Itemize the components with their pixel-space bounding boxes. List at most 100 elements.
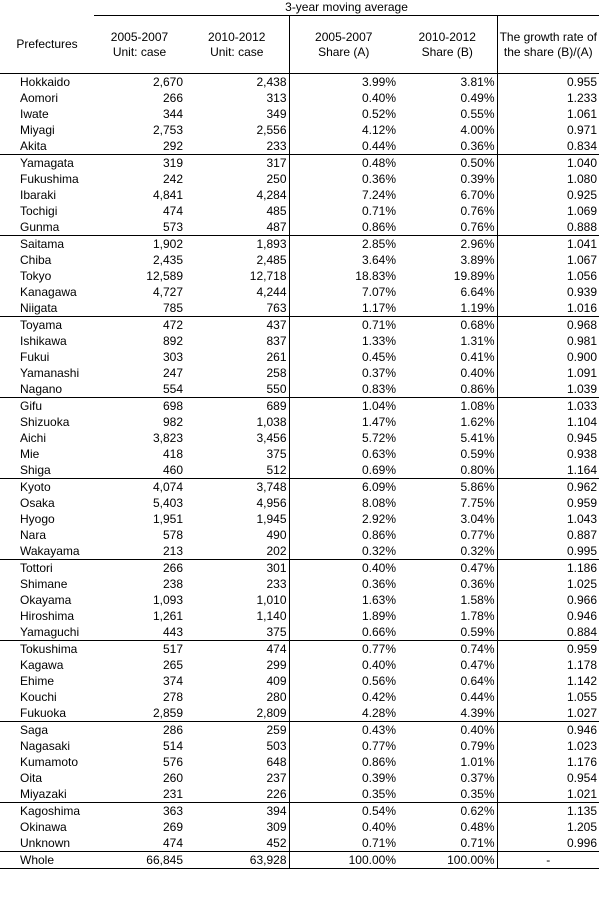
prefecture-name-cell: Wakayama <box>20 544 80 558</box>
cases-2010-2012-cell: 313 <box>185 90 290 106</box>
growth-rate-cell: 0.888 <box>566 220 598 234</box>
growth-rate-cell: 1.142 <box>566 674 598 688</box>
cases-2010-2012-cell: 3,748 <box>185 478 290 495</box>
share-b-cell: 0.47% <box>398 559 498 576</box>
cases-2010-2012-cell: 375 <box>185 624 290 641</box>
cases-2010-2012-cell: 1,010 <box>185 592 290 608</box>
table-row: Miyazaki 231 226 0.35% 0.35% 1.021 <box>0 786 599 803</box>
share-b-cell: 0.40% <box>398 721 498 738</box>
header-row-group: 3-year moving average <box>0 0 599 16</box>
share-a-cell: 6.09% <box>289 478 398 495</box>
growth-rate-column-header: The growth rate of the share (B)/(A) <box>499 29 597 59</box>
share-b-cell: 0.62% <box>398 802 498 819</box>
growth-rate-cell: 1.043 <box>566 512 598 526</box>
prefecture-name-cell: Shimane <box>20 577 68 591</box>
cases-2005-2007-cell: 265 <box>162 658 183 672</box>
cases-2005-2007-cell: 213 <box>162 544 183 558</box>
growth-rate-cell: 0.939 <box>566 285 598 299</box>
share-b-cell: 0.77% <box>398 527 498 543</box>
share-a-cell: 0.71% <box>361 204 396 218</box>
table-row: Oita 260 237 0.39% 0.37% 0.954 <box>0 770 599 786</box>
share-a-cell: 0.40% <box>361 658 396 672</box>
cases-2005-2007-cell: 443 <box>162 625 183 639</box>
cases-2010-2012-cell: 490 <box>185 527 290 543</box>
growth-rate-cell: 0.954 <box>566 771 598 785</box>
share-b-cell: 2.96% <box>398 235 498 252</box>
table-row: Kagoshima 363 394 0.54% 0.62% 1.135 <box>0 802 599 819</box>
share-b-cell: 6.70% <box>398 187 498 203</box>
table-row: Saga 286 259 0.43% 0.40% 0.946 <box>0 721 599 738</box>
cases-2010-2012-cell: 1,893 <box>185 235 290 252</box>
share-a-cell: 0.83% <box>361 382 396 396</box>
prefecture-name-cell: Miyagi <box>20 123 55 137</box>
cases-2010-2012-cell: 375 <box>185 446 290 462</box>
prefecture-name-cell: Fukui <box>20 350 50 364</box>
share-a-cell: 0.36% <box>361 172 396 186</box>
cases-2005-2007-cell: 474 <box>162 204 183 218</box>
cases-2005-2007-cell: 266 <box>94 559 185 576</box>
table-row: Toyama 472 437 0.71% 0.68% 0.968 <box>0 316 599 333</box>
share-b-cell: 0.79% <box>398 738 498 754</box>
growth-rate-cell: 1.041 <box>497 235 599 252</box>
share-b-cell: 0.55% <box>398 106 498 122</box>
prefecture-name-cell: Tokyo <box>20 269 52 283</box>
share-b-cell: 1.31% <box>398 333 498 349</box>
share-a-cell: 0.48% <box>289 154 398 171</box>
share-b-cell: 5.86% <box>398 478 498 495</box>
cases-2010-2012-cell: 550 <box>185 381 290 398</box>
growth-rate-cell: 0.900 <box>566 350 598 364</box>
share-b-cell: 0.32% <box>398 543 498 560</box>
table-row: Chiba 2,435 2,485 3.64% 3.89% 1.067 <box>0 252 599 268</box>
cases-2010-2012-cell: 763 <box>185 300 290 317</box>
cases-2005-2007-cell: 4,074 <box>94 478 185 495</box>
table-row: Nagasaki 514 503 0.77% 0.79% 1.023 <box>0 738 599 754</box>
cases-2005-2007-cell: 576 <box>162 755 183 769</box>
share-b-cell: 0.86% <box>398 381 498 398</box>
growth-rate-cell: 0.945 <box>566 431 598 445</box>
prefecture-name-cell: Tochigi <box>20 204 58 218</box>
prefecture-name-cell: Kagawa <box>20 658 64 672</box>
growth-rate-cell: 1.055 <box>566 690 598 704</box>
cases-2005-2007-cell: 698 <box>94 397 185 414</box>
table-row: Tokyo 12,589 12,718 18.83% 19.89% 1.056 <box>0 268 599 284</box>
share-a-cell: 18.83% <box>355 269 396 283</box>
table-row: Tokushima 517 474 0.77% 0.74% 0.959 <box>0 640 599 657</box>
growth-rate-cell: 1.027 <box>566 706 598 720</box>
share-b-cell: 0.76% <box>398 203 498 219</box>
share-a-cell: 0.40% <box>361 91 396 105</box>
share-b-cell: 0.64% <box>398 673 498 689</box>
table-row: Nara 578 490 0.86% 0.77% 0.887 <box>0 527 599 543</box>
share-a-cell: 2.92% <box>361 512 396 526</box>
share-a-cell: 1.04% <box>289 397 398 414</box>
table-row: Tottori 266 301 0.40% 0.47% 1.186 <box>0 559 599 576</box>
cases-2010-2012-cell: 409 <box>185 673 290 689</box>
cases-2005-2007-cell: 374 <box>162 674 183 688</box>
cases-2005-2007-cell: 286 <box>94 721 185 738</box>
growth-rate-cell: 0.962 <box>497 478 599 495</box>
growth-rate-cell: 1.040 <box>497 154 599 171</box>
cases-2005-2007-cell: 472 <box>94 316 185 333</box>
share-b-cell: 3.81% <box>398 73 498 90</box>
table-row: Tochigi 474 485 0.71% 0.76% 1.069 <box>0 203 599 219</box>
share-a-cell: 2.85% <box>289 235 398 252</box>
table-row: Unknown 474 452 0.71% 0.71% 0.996 <box>0 835 599 852</box>
table-row: Shizuoka 982 1,038 1.47% 1.62% 1.104 <box>0 414 599 430</box>
growth-rate-cell: 1.186 <box>497 559 599 576</box>
prefecture-name-cell: Fukushima <box>20 172 79 186</box>
growth-rate-cell: 0.966 <box>566 593 598 607</box>
share-a-cell: 0.54% <box>289 802 398 819</box>
prefecture-name-cell: Nagano <box>20 382 63 396</box>
cases-2010-2012-cell: 689 <box>185 397 290 414</box>
cases-2010-2012-cell: 2,809 <box>185 705 290 722</box>
growth-rate-cell: 0.968 <box>497 316 599 333</box>
share-b-cell: 0.50% <box>398 154 498 171</box>
cases-2005-2007-cell: 460 <box>162 463 183 477</box>
prefecture-name-cell: Okayama <box>20 593 72 607</box>
share-b-cell: 0.49% <box>398 90 498 106</box>
share-a-cell: 1.47% <box>361 415 396 429</box>
share-b-cell: 0.59% <box>398 624 498 641</box>
cases-2010-2012-cell: 485 <box>185 203 290 219</box>
cases-2010-2012-cell: 648 <box>185 754 290 770</box>
growth-rate-cell: 1.061 <box>566 107 598 121</box>
prefecture-name-cell: Kyoto <box>0 478 94 495</box>
